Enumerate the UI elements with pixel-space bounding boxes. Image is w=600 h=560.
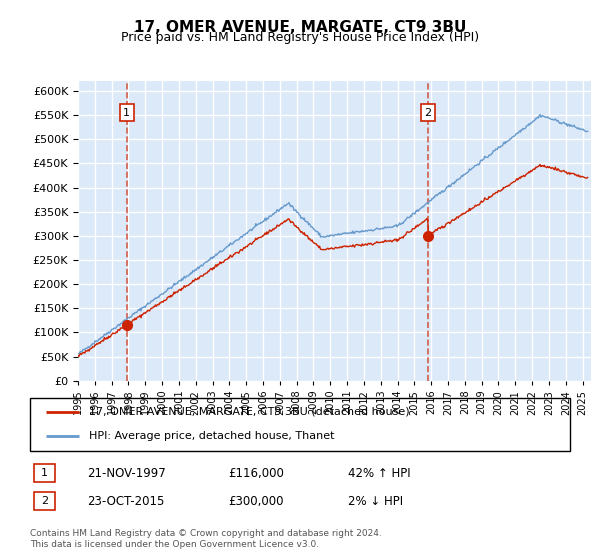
Text: 1: 1: [41, 468, 48, 478]
Text: £116,000: £116,000: [228, 466, 284, 480]
Text: £300,000: £300,000: [228, 494, 284, 508]
Text: 21-NOV-1997: 21-NOV-1997: [87, 466, 166, 480]
Text: Contains HM Land Registry data © Crown copyright and database right 2024.
This d: Contains HM Land Registry data © Crown c…: [30, 529, 382, 549]
Text: 42% ↑ HPI: 42% ↑ HPI: [348, 466, 410, 480]
Text: 17, OMER AVENUE, MARGATE, CT9 3BU: 17, OMER AVENUE, MARGATE, CT9 3BU: [134, 20, 466, 35]
Text: 2: 2: [425, 108, 432, 118]
Text: 1: 1: [123, 108, 130, 118]
Text: 2% ↓ HPI: 2% ↓ HPI: [348, 494, 403, 508]
Text: Price paid vs. HM Land Registry's House Price Index (HPI): Price paid vs. HM Land Registry's House …: [121, 31, 479, 44]
Text: HPI: Average price, detached house, Thanet: HPI: Average price, detached house, Than…: [89, 431, 335, 441]
Text: 2: 2: [41, 496, 48, 506]
Text: 23-OCT-2015: 23-OCT-2015: [87, 494, 164, 508]
Text: 17, OMER AVENUE, MARGATE, CT9 3BU (detached house): 17, OMER AVENUE, MARGATE, CT9 3BU (detac…: [89, 407, 410, 417]
